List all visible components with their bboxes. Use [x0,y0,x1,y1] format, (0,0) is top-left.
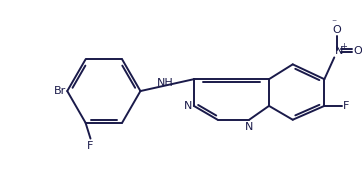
Text: +: + [340,41,347,50]
Text: N: N [184,101,192,111]
Text: F: F [87,141,94,151]
Text: N: N [245,122,253,132]
Text: O: O [333,25,342,35]
Text: NH: NH [157,78,173,88]
Text: ⁻: ⁻ [332,18,337,28]
Text: N: N [335,46,344,56]
Text: F: F [343,101,350,111]
Text: Br: Br [54,86,66,96]
Text: O: O [353,46,362,55]
